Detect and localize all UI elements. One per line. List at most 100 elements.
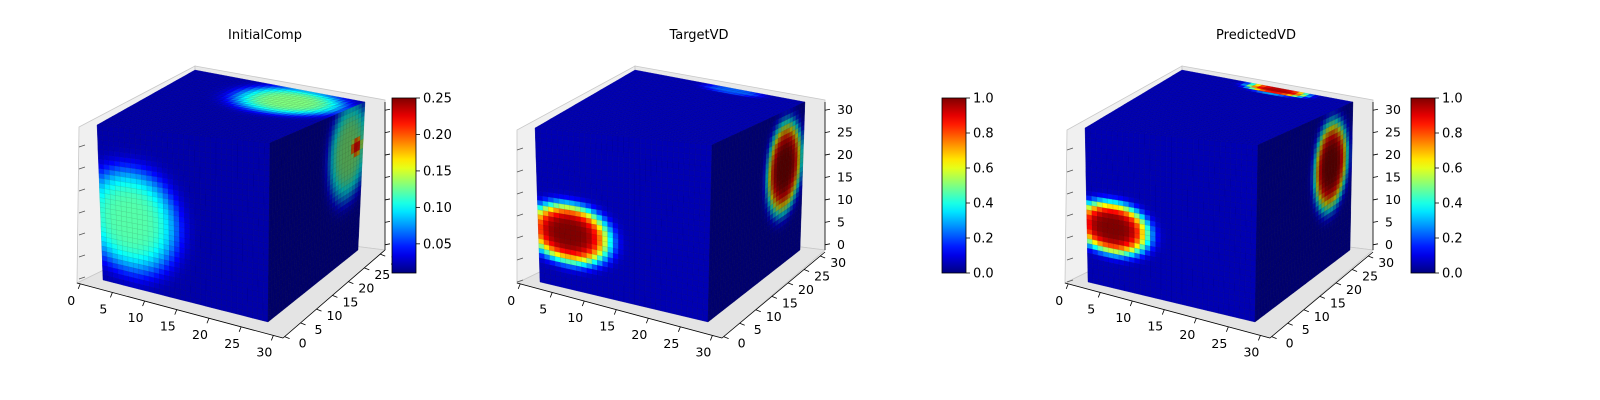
voxel [590,163,597,170]
voxel [562,145,569,152]
voxel [135,143,141,150]
voxel [684,147,690,154]
voxel [210,141,217,149]
voxel [705,199,711,206]
voxel [194,166,201,173]
voxel [563,160,570,166]
voxel [645,206,651,214]
voxel [189,171,195,178]
voxel [119,161,126,168]
voxel [700,160,707,167]
voxel [178,179,185,187]
voxel [705,193,712,201]
voxel [237,188,243,196]
voxel [145,140,152,147]
voxel [574,176,581,183]
voxel [210,152,217,159]
voxel [557,144,564,151]
voxel [210,163,217,170]
voxel [699,215,706,222]
voxel [178,164,185,171]
voxel [205,173,211,180]
voxel [556,129,563,136]
voxel [590,158,597,165]
voxel [579,137,586,143]
colorbar-tick-label: 0.05 [423,237,452,252]
voxel [650,149,657,156]
voxel [248,162,254,170]
voxel [134,133,141,140]
voxel [540,142,547,149]
voxel [226,143,233,151]
voxel [173,179,179,186]
voxel [183,175,190,182]
voxel [546,158,553,164]
voxel [156,151,163,158]
voxel [671,307,677,315]
voxel [178,154,184,161]
voxel [661,161,668,168]
voxel [194,134,200,142]
voxel [645,212,651,219]
voxel [569,185,576,192]
voxel [540,138,547,144]
voxel [639,169,646,176]
voxel [551,139,558,145]
voxel [661,235,667,243]
voxel [634,184,641,191]
voxel [562,135,569,142]
voxel [183,165,190,172]
voxel [226,187,233,194]
voxel [173,168,179,176]
voxel [591,203,597,210]
voxel [579,152,586,159]
voxel [612,191,619,199]
voxel [585,157,591,164]
voxel [694,203,700,211]
voxel [540,147,547,154]
voxel [237,166,244,174]
voxel [563,155,569,162]
voxel [194,156,201,163]
voxel [639,137,646,145]
voxel [585,182,592,189]
voxel [585,167,592,174]
voxel [215,180,222,187]
voxel [172,137,179,144]
voxel [177,133,184,140]
voxel [178,185,185,192]
voxel [574,156,580,163]
voxel [124,142,131,149]
voxel [258,191,265,199]
voxel [650,144,657,151]
voxel [113,146,120,153]
voxel [693,214,700,221]
voxel [247,179,254,186]
voxel [226,159,233,167]
voxel [661,188,668,195]
voxel [102,140,109,146]
voxel [541,162,548,169]
voxel [568,170,575,177]
voxel [544,278,551,285]
voxel [221,143,227,150]
voxel [242,150,249,158]
voxel [612,135,619,142]
voxel [656,171,663,178]
voxel [263,214,270,222]
voxel [180,294,186,302]
voxel [574,186,581,193]
voxel [601,164,608,171]
voxel [672,151,679,159]
voxel [194,198,201,205]
voxel [704,204,711,212]
voxel [579,167,586,174]
voxel [263,192,270,200]
voxel [210,184,217,192]
voxel [129,143,136,150]
voxel [628,136,635,143]
voxel [634,179,641,186]
voxel [210,179,217,186]
voxel [682,217,689,225]
voxel [237,155,244,163]
